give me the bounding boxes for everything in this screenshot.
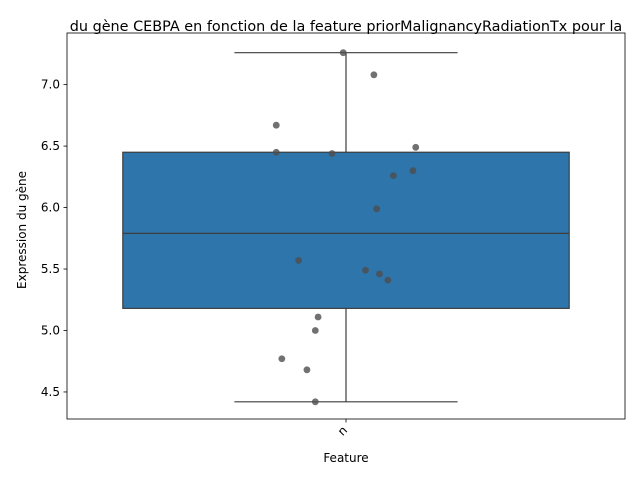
data-point (409, 167, 417, 175)
data-point (412, 143, 420, 151)
data-point (384, 276, 392, 284)
y-axis-label: Expression du gène (15, 171, 29, 289)
data-point (272, 121, 280, 129)
data-point (314, 313, 322, 321)
data-point (311, 398, 319, 406)
data-point (303, 366, 311, 374)
iqr-box (122, 151, 570, 309)
box-group (122, 52, 570, 403)
data-point (311, 327, 319, 334)
y-tick-label: 6.5 (41, 139, 60, 153)
data-point (328, 150, 336, 157)
points-group (272, 49, 420, 406)
data-point (370, 71, 378, 79)
data-point (362, 266, 369, 274)
y-tick-label: 4.5 (41, 385, 60, 399)
data-point (376, 270, 383, 278)
plot-area (122, 49, 570, 406)
x-tick-label: n (335, 423, 350, 438)
data-point (339, 49, 347, 57)
data-point (390, 172, 397, 179)
data-point (295, 257, 302, 264)
y-axis-ticks: 4.5 5.0 5.5 6.0 6.5 7.0 (41, 78, 67, 399)
y-tick-label: 5.5 (41, 262, 60, 276)
data-point (278, 355, 286, 363)
x-axis-label: Feature (323, 451, 368, 465)
y-tick-label: 5.0 (41, 323, 60, 337)
chart-title: du gène CEBPA en fonction de la feature … (70, 19, 623, 35)
x-axis-ticks: n (335, 419, 350, 439)
data-point (272, 148, 280, 156)
y-tick-label: 6.0 (41, 201, 60, 215)
data-point (373, 205, 381, 213)
y-tick-label: 7.0 (41, 78, 60, 92)
